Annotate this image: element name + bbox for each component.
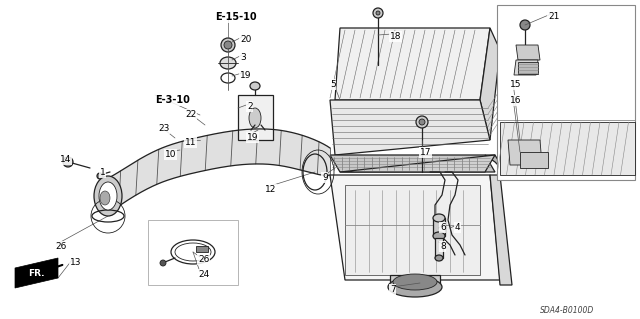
Polygon shape xyxy=(330,100,490,155)
Ellipse shape xyxy=(224,41,232,49)
Text: 4: 4 xyxy=(455,223,461,232)
Polygon shape xyxy=(108,129,330,213)
Polygon shape xyxy=(335,28,490,100)
Bar xyxy=(238,95,273,140)
Ellipse shape xyxy=(99,182,117,210)
Ellipse shape xyxy=(416,116,428,128)
Text: 3: 3 xyxy=(240,53,246,62)
Circle shape xyxy=(97,173,103,179)
Circle shape xyxy=(160,260,166,266)
Circle shape xyxy=(63,157,73,167)
Bar xyxy=(196,246,208,252)
Text: 18: 18 xyxy=(390,32,401,41)
Ellipse shape xyxy=(376,11,380,15)
Polygon shape xyxy=(390,275,440,285)
Ellipse shape xyxy=(433,214,445,222)
Polygon shape xyxy=(330,155,495,172)
Text: 8: 8 xyxy=(440,242,445,251)
Ellipse shape xyxy=(249,108,261,128)
Text: 2: 2 xyxy=(247,102,253,111)
Text: 23: 23 xyxy=(158,124,170,133)
Bar xyxy=(433,218,445,236)
Ellipse shape xyxy=(220,57,236,69)
Text: E-3-10: E-3-10 xyxy=(155,95,190,105)
Text: 21: 21 xyxy=(548,12,559,21)
Text: 22: 22 xyxy=(185,110,196,119)
Ellipse shape xyxy=(373,8,383,18)
Bar xyxy=(148,220,238,285)
Ellipse shape xyxy=(221,38,235,52)
Text: 14: 14 xyxy=(60,155,72,164)
Text: FR.: FR. xyxy=(28,269,44,278)
Polygon shape xyxy=(330,175,500,280)
Polygon shape xyxy=(480,28,500,140)
Ellipse shape xyxy=(393,274,437,290)
Text: 9: 9 xyxy=(322,173,328,182)
Text: 11: 11 xyxy=(185,138,196,147)
Polygon shape xyxy=(340,155,495,172)
Text: 19: 19 xyxy=(247,133,259,142)
Ellipse shape xyxy=(250,82,260,90)
Ellipse shape xyxy=(100,191,110,205)
Ellipse shape xyxy=(520,20,530,30)
Bar xyxy=(435,238,443,258)
Text: 24: 24 xyxy=(198,270,209,279)
Ellipse shape xyxy=(435,255,443,261)
Text: 13: 13 xyxy=(70,258,81,267)
Ellipse shape xyxy=(94,176,122,216)
Polygon shape xyxy=(485,155,505,172)
Polygon shape xyxy=(15,258,58,288)
Text: 20: 20 xyxy=(240,35,252,44)
Bar xyxy=(497,5,635,180)
Polygon shape xyxy=(514,60,538,75)
Polygon shape xyxy=(345,185,480,275)
Polygon shape xyxy=(516,45,540,60)
Ellipse shape xyxy=(388,277,442,297)
Bar xyxy=(518,62,538,74)
Text: 26: 26 xyxy=(198,255,209,264)
Polygon shape xyxy=(508,140,542,165)
Text: E-15-10: E-15-10 xyxy=(215,12,257,22)
Text: SDA4-B0100D: SDA4-B0100D xyxy=(540,306,595,315)
Text: 10: 10 xyxy=(165,150,177,159)
Ellipse shape xyxy=(419,119,425,125)
Text: 6: 6 xyxy=(440,223,445,232)
Text: 19: 19 xyxy=(240,71,252,80)
Text: 5: 5 xyxy=(330,80,336,89)
Polygon shape xyxy=(500,122,635,175)
Text: 7: 7 xyxy=(390,285,396,294)
Text: 17: 17 xyxy=(420,148,431,157)
Text: 26: 26 xyxy=(55,242,67,251)
Polygon shape xyxy=(520,152,548,168)
Text: 16: 16 xyxy=(510,96,522,105)
Text: 12: 12 xyxy=(265,185,276,194)
Ellipse shape xyxy=(433,232,445,240)
Polygon shape xyxy=(490,175,512,285)
Text: 1: 1 xyxy=(100,168,106,177)
Text: 15: 15 xyxy=(510,80,522,89)
